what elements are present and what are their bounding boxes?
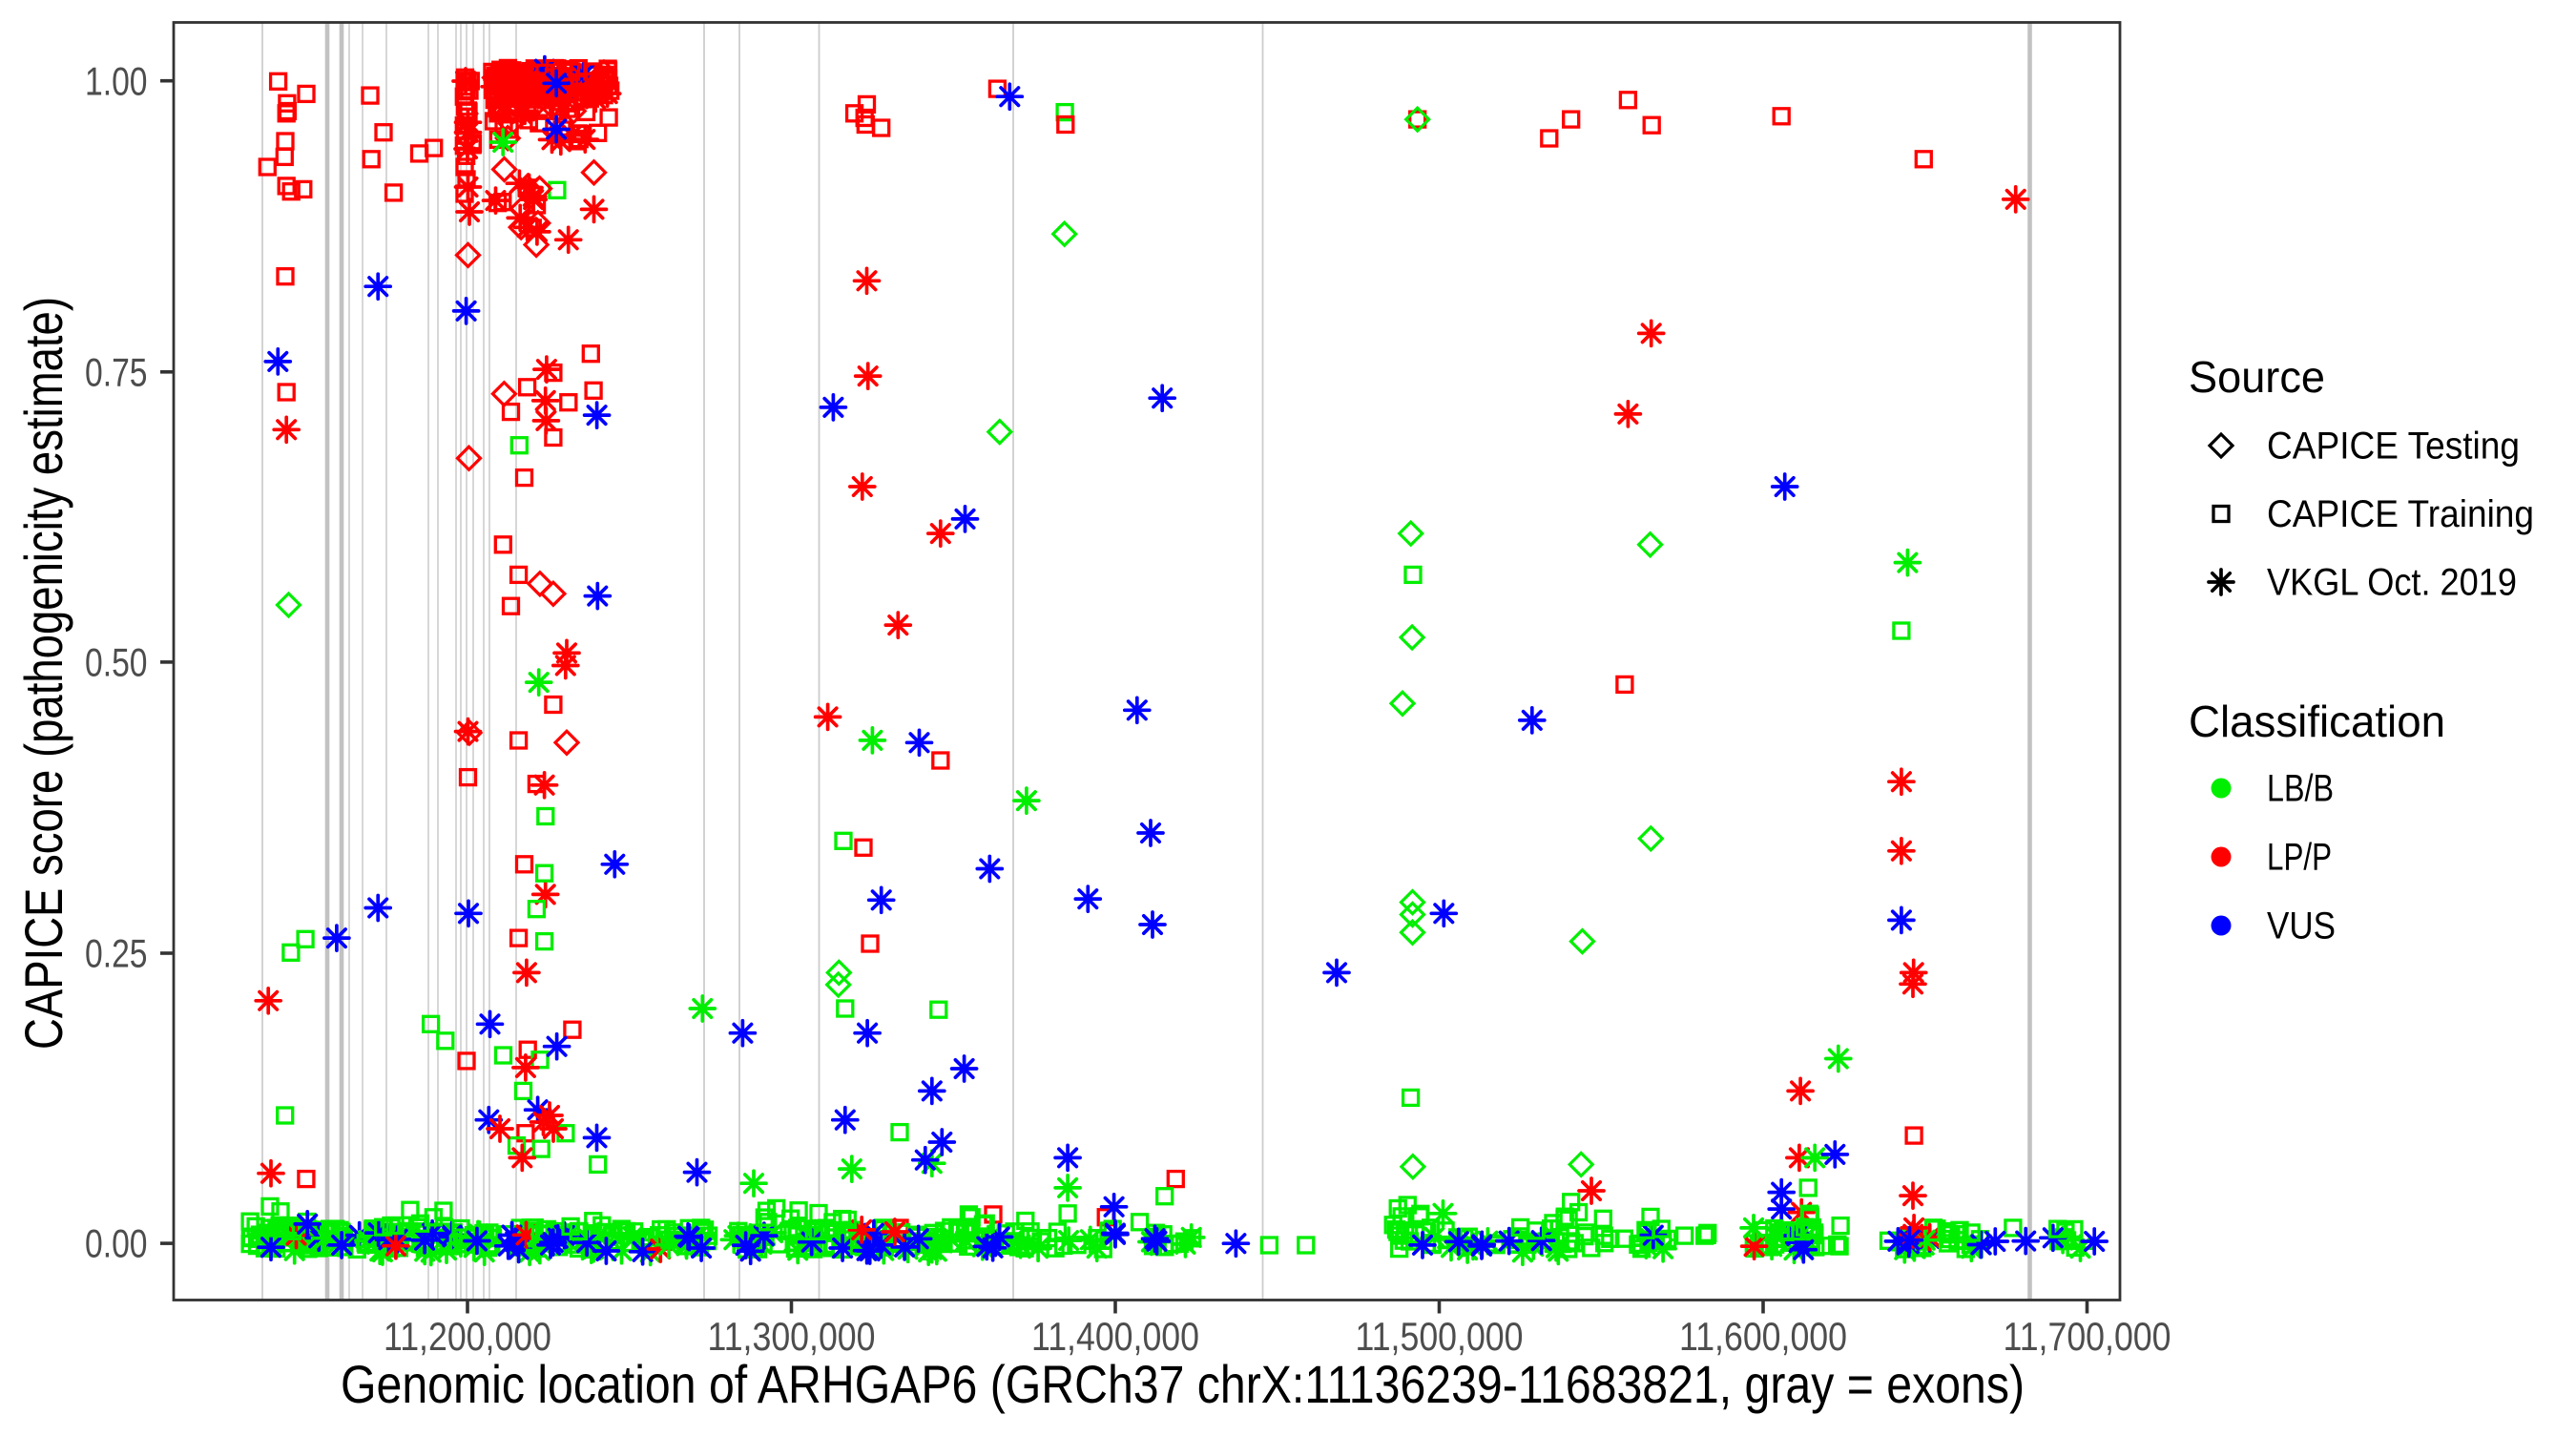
svg-text:11,500,000: 11,500,000 — [1356, 1314, 1524, 1359]
svg-text:0.00: 0.00 — [85, 1221, 148, 1266]
svg-text:CAPICE Testing: CAPICE Testing — [2267, 426, 2520, 468]
svg-text:1.00: 1.00 — [85, 58, 148, 103]
svg-text:LP/P: LP/P — [2267, 837, 2332, 879]
svg-text:11,400,000: 11,400,000 — [1031, 1314, 1199, 1359]
svg-text:VUS: VUS — [2267, 905, 2336, 947]
svg-text:Classification: Classification — [2189, 697, 2445, 746]
svg-text:11,600,000: 11,600,000 — [1679, 1314, 1847, 1359]
svg-text:11,200,000: 11,200,000 — [384, 1314, 551, 1359]
svg-text:Source: Source — [2189, 352, 2325, 402]
svg-text:11,300,000: 11,300,000 — [708, 1314, 876, 1359]
svg-text:0.25: 0.25 — [85, 931, 148, 976]
svg-text:0.50: 0.50 — [85, 640, 148, 685]
svg-text:CAPICE score (pathogenicity es: CAPICE score (pathogenicity estimate) — [13, 297, 73, 1050]
svg-text:Genomic location of ARHGAP6 (G: Genomic location of ARHGAP6 (GRCh37 chrX… — [341, 1354, 2025, 1414]
svg-text:11,700,000: 11,700,000 — [2004, 1314, 2171, 1359]
svg-text:VKGL Oct. 2019: VKGL Oct. 2019 — [2267, 562, 2517, 604]
svg-text:0.75: 0.75 — [85, 349, 148, 394]
svg-text:CAPICE Training: CAPICE Training — [2267, 493, 2534, 535]
svg-text:LB/B: LB/B — [2267, 768, 2334, 810]
